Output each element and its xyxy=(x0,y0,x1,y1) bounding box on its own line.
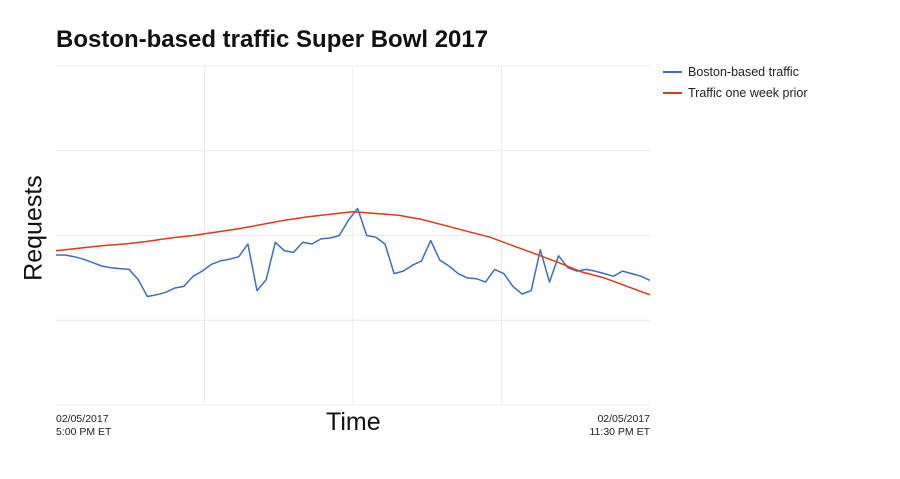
series-lines xyxy=(55,207,651,298)
grid-lines xyxy=(56,65,650,406)
x-tick-label-end: 02/05/2017 11:30 PM ET xyxy=(590,413,651,439)
legend-label-boston: Boston-based traffic xyxy=(688,65,799,79)
y-axis-title: Requests xyxy=(19,175,48,281)
legend-swatch-prior xyxy=(663,92,682,94)
legend-label-prior: Traffic one week prior xyxy=(688,86,808,100)
legend-swatch-boston xyxy=(663,71,682,73)
x-tick-end-time: 11:30 PM ET xyxy=(589,426,651,438)
prior-week-traffic-line xyxy=(55,211,651,296)
x-tick-label-start: 02/05/2017 5:00 PM ET xyxy=(56,413,111,439)
legend-item-boston: Boston-based traffic xyxy=(663,62,808,82)
boston-traffic-line xyxy=(56,207,651,298)
x-tick-end-date: 02/05/2017 xyxy=(597,413,650,425)
legend-item-prior: Traffic one week prior xyxy=(663,83,808,103)
legend: Boston-based traffic Traffic one week pr… xyxy=(663,62,808,104)
x-axis-title: Time xyxy=(326,408,381,436)
x-tick-start-time: 5:00 PM ET xyxy=(56,426,112,438)
chart-title: Boston-based traffic Super Bowl 2017 xyxy=(56,26,489,53)
x-tick-start-date: 02/05/2017 xyxy=(56,413,109,425)
